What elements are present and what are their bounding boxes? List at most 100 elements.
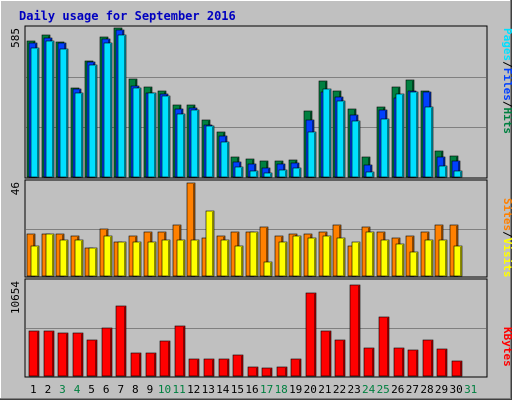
- legend-separator: /: [501, 101, 512, 108]
- bar-shade-sites-day-30: [460, 247, 462, 276]
- bar-shade-pages-day-13: [212, 127, 214, 177]
- x-label-day-15: 15: [231, 383, 244, 396]
- bar-pages-day-14: [220, 141, 230, 178]
- bar-kbytes-day-8: [130, 352, 142, 377]
- bar-pages-day-9: [147, 92, 157, 178]
- bar-kbytes-day-29: [436, 348, 448, 377]
- bar-sites-day-11: [176, 239, 186, 277]
- bar-pages-day-5: [88, 64, 98, 178]
- bar-kbytes-day-4: [72, 332, 84, 377]
- panel-top-bars: [26, 27, 463, 178]
- bar-kbytes-day-2: [43, 330, 55, 377]
- bar-shade-kbytes-day-16: [256, 368, 258, 376]
- bar-shade-sites-day-7: [124, 243, 126, 276]
- bar-shade-kbytes-day-2: [52, 332, 54, 376]
- bar-sites-day-2: [45, 233, 55, 277]
- x-label-day-5: 5: [88, 383, 95, 396]
- bar-shade-sites-day-6: [110, 237, 112, 276]
- bar-sites-day-25: [380, 239, 390, 277]
- x-label-day-2: 2: [45, 383, 52, 396]
- legend-hits: Hits: [501, 108, 512, 135]
- panel-mid-bars: [26, 182, 463, 277]
- bar-shade-sites-day-3: [66, 241, 68, 276]
- x-label-day-11: 11: [172, 383, 185, 396]
- x-axis-day-labels: 1 2 3 4 5 6 7 8 9 10 11 12 13 14 15 16 17 18 19 20 21 22 23 24 2…: [30, 383, 477, 396]
- bar-sites-day-26: [395, 243, 405, 277]
- bar-kbytes-day-25: [378, 316, 390, 377]
- bar-shade-pages-day-6: [110, 44, 112, 177]
- panel-bottom: 10654 KBytes: [9, 278, 512, 378]
- x-label-day-9: 9: [147, 383, 154, 396]
- bar-shade-pages-day-17: [270, 174, 272, 177]
- bar-sites-day-10: [161, 239, 171, 277]
- bar-shade-files-day-30: [458, 162, 460, 177]
- bar-pages-day-7: [117, 34, 127, 178]
- bar-shade-kbytes-day-24: [372, 349, 374, 376]
- bar-shade-pages-day-18: [285, 171, 287, 177]
- bar-shade-pages-day-4: [81, 94, 83, 177]
- bar-shade-kbytes-day-8: [139, 354, 141, 376]
- bar-sites-day-18: [278, 241, 288, 277]
- panel-bottom-legend: KBytes: [501, 327, 512, 367]
- bar-shade-sites-day-11: [183, 241, 185, 276]
- panel-mid-max-label: 46: [9, 182, 22, 195]
- bar-shade-pages-day-19: [299, 169, 301, 177]
- bar-shade-sites-day-13: [212, 212, 214, 276]
- bar-shade-sites-day-25: [387, 241, 389, 276]
- x-label-day-8: 8: [132, 383, 139, 396]
- bar-shade-pages-day-2: [52, 42, 54, 177]
- bar-pages-day-26: [395, 93, 405, 178]
- bar-shade-pages-day-1: [37, 49, 39, 177]
- bar-shade-pages-day-12: [197, 111, 199, 177]
- bar-shade-pages-day-21: [329, 90, 331, 177]
- bar-shade-kbytes-day-10: [168, 342, 170, 376]
- bar-sites-day-15: [234, 245, 244, 277]
- bar-shade-sites-day-1: [37, 247, 39, 276]
- bar-shade-pages-day-28: [431, 108, 433, 177]
- chart-title: Daily usage for September 2016: [19, 9, 236, 23]
- bar-sites-day-3: [59, 239, 69, 277]
- legend-files: Files: [501, 68, 512, 101]
- bar-shade-kbytes-day-5: [95, 341, 97, 376]
- x-label-day-1: 1: [30, 383, 37, 396]
- x-label-day-20: 20: [304, 383, 317, 396]
- bar-pages-day-24: [365, 171, 375, 178]
- bar-shade-pages-day-3: [66, 50, 68, 177]
- bar-kbytes-day-21: [320, 330, 332, 377]
- bar-pages-day-21: [322, 88, 332, 178]
- x-label-day-19: 19: [289, 383, 302, 396]
- bar-kbytes-day-5: [86, 339, 98, 377]
- bar-shade-sites-day-2: [52, 235, 54, 276]
- legend-kbytes: KBytes: [501, 327, 512, 367]
- bar-pages-day-6: [103, 42, 113, 178]
- bar-sites-day-30: [453, 245, 463, 277]
- bar-sites-day-9: [147, 241, 157, 277]
- x-label-day-28: 28: [420, 383, 433, 396]
- bar-shade-sites-day-20: [314, 239, 316, 276]
- bar-kbytes-day-12: [188, 358, 200, 377]
- bar-kbytes-day-1: [28, 330, 40, 377]
- bar-shade-kbytes-day-17: [270, 369, 272, 376]
- bar-kbytes-day-14: [218, 358, 230, 377]
- bar-shade-pages-day-24: [372, 173, 374, 177]
- panel-bottom-max-label: 10654: [9, 281, 22, 314]
- bar-kbytes-day-15: [232, 354, 244, 377]
- bar-sites-day-8: [132, 241, 142, 277]
- bar-shade-kbytes-day-14: [227, 360, 229, 376]
- panel-mid: 46 Sites/Visits: [9, 179, 512, 278]
- panel-top-max-label: 585: [9, 28, 22, 48]
- bar-shade-files-day-24: [370, 166, 372, 177]
- bar-shade-kbytes-day-21: [329, 332, 331, 376]
- bar-shade-pages-day-30: [460, 172, 462, 177]
- bar-shade-visits-day-17: [266, 228, 268, 276]
- bar-sites-day-12: [190, 239, 200, 277]
- bar-shade-kbytes-day-4: [81, 334, 83, 376]
- x-label-day-18: 18: [275, 383, 288, 396]
- x-label-day-24: 24: [362, 383, 376, 396]
- bar-sites-day-1: [30, 245, 40, 277]
- bar-shade-kbytes-day-11: [183, 327, 185, 376]
- x-label-day-31: 31: [464, 383, 477, 396]
- bar-sites-day-21: [322, 235, 332, 277]
- bar-kbytes-day-19: [290, 358, 302, 377]
